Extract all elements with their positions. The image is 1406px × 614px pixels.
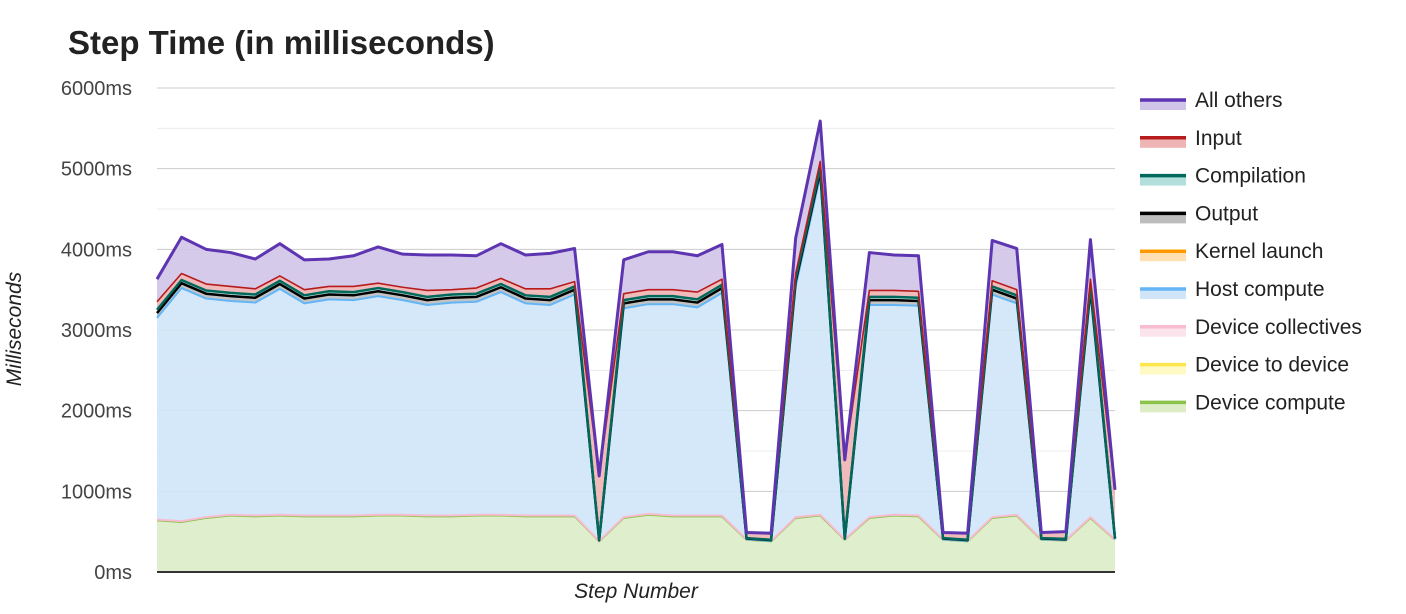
legend-swatch [1140, 175, 1186, 186]
legend-swatch [1140, 137, 1186, 148]
legend-item-compilation[interactable]: Compilation [1140, 165, 1306, 188]
y-tick-label: 4000ms [61, 239, 132, 261]
legend-swatch [1140, 213, 1186, 224]
area-device-compute [157, 514, 1115, 572]
line-compilation [156, 166, 1117, 541]
line-layer [155, 119, 1117, 543]
y-axis-label: Milliseconds [3, 271, 26, 386]
legend-swatch [1140, 289, 1186, 299]
legend-label: Device collectives [1195, 316, 1362, 339]
y-tick-label: 6000ms [61, 78, 132, 100]
legend-swatch [1140, 251, 1186, 262]
legend-swatch [1140, 364, 1186, 375]
legend-item-all-others[interactable]: All others [1140, 89, 1283, 112]
legend-item-kernel-launch[interactable]: Kernel launch [1140, 240, 1323, 263]
y-tick-labels: 0ms 1000ms 2000ms 3000ms 4000ms 5000ms 6000ms [61, 78, 132, 584]
legend-swatch [1140, 100, 1186, 110]
legend-label: Host compute [1195, 278, 1325, 301]
legend-label: All others [1195, 89, 1283, 112]
y-tick-label: 0ms [94, 562, 132, 584]
legend-label: Device to device [1195, 354, 1349, 377]
y-tick-label: 1000ms [61, 481, 132, 503]
legend: All others Input Compilation Output Kernel l… [1140, 89, 1362, 414]
legend-item-output[interactable]: Output [1140, 202, 1258, 225]
legend-swatch [1140, 326, 1186, 337]
y-tick-label: 2000ms [61, 401, 132, 423]
area-host-compute [157, 175, 1115, 541]
y-tick-label: 3000ms [61, 320, 132, 342]
legend-item-device-to-device[interactable]: Device to device [1140, 354, 1349, 377]
y-tick-label: 5000ms [61, 159, 132, 181]
line-all-others [155, 119, 1117, 535]
legend-item-device-collectives[interactable]: Device collectives [1140, 316, 1362, 339]
legend-label: Kernel launch [1195, 240, 1323, 263]
x-axis-label: Step Number [574, 580, 699, 603]
legend-item-host-compute[interactable]: Host compute [1140, 278, 1325, 301]
legend-label: Output [1195, 202, 1258, 225]
legend-item-input[interactable]: Input [1140, 127, 1242, 150]
legend-label: Compilation [1195, 165, 1306, 188]
chart-title: Step Time (in milliseconds) [68, 24, 495, 61]
legend-item-device-compute[interactable]: Device compute [1140, 391, 1346, 414]
legend-label: Input [1195, 127, 1242, 150]
legend-swatch [1140, 402, 1186, 413]
legend-label: Device compute [1195, 391, 1346, 414]
